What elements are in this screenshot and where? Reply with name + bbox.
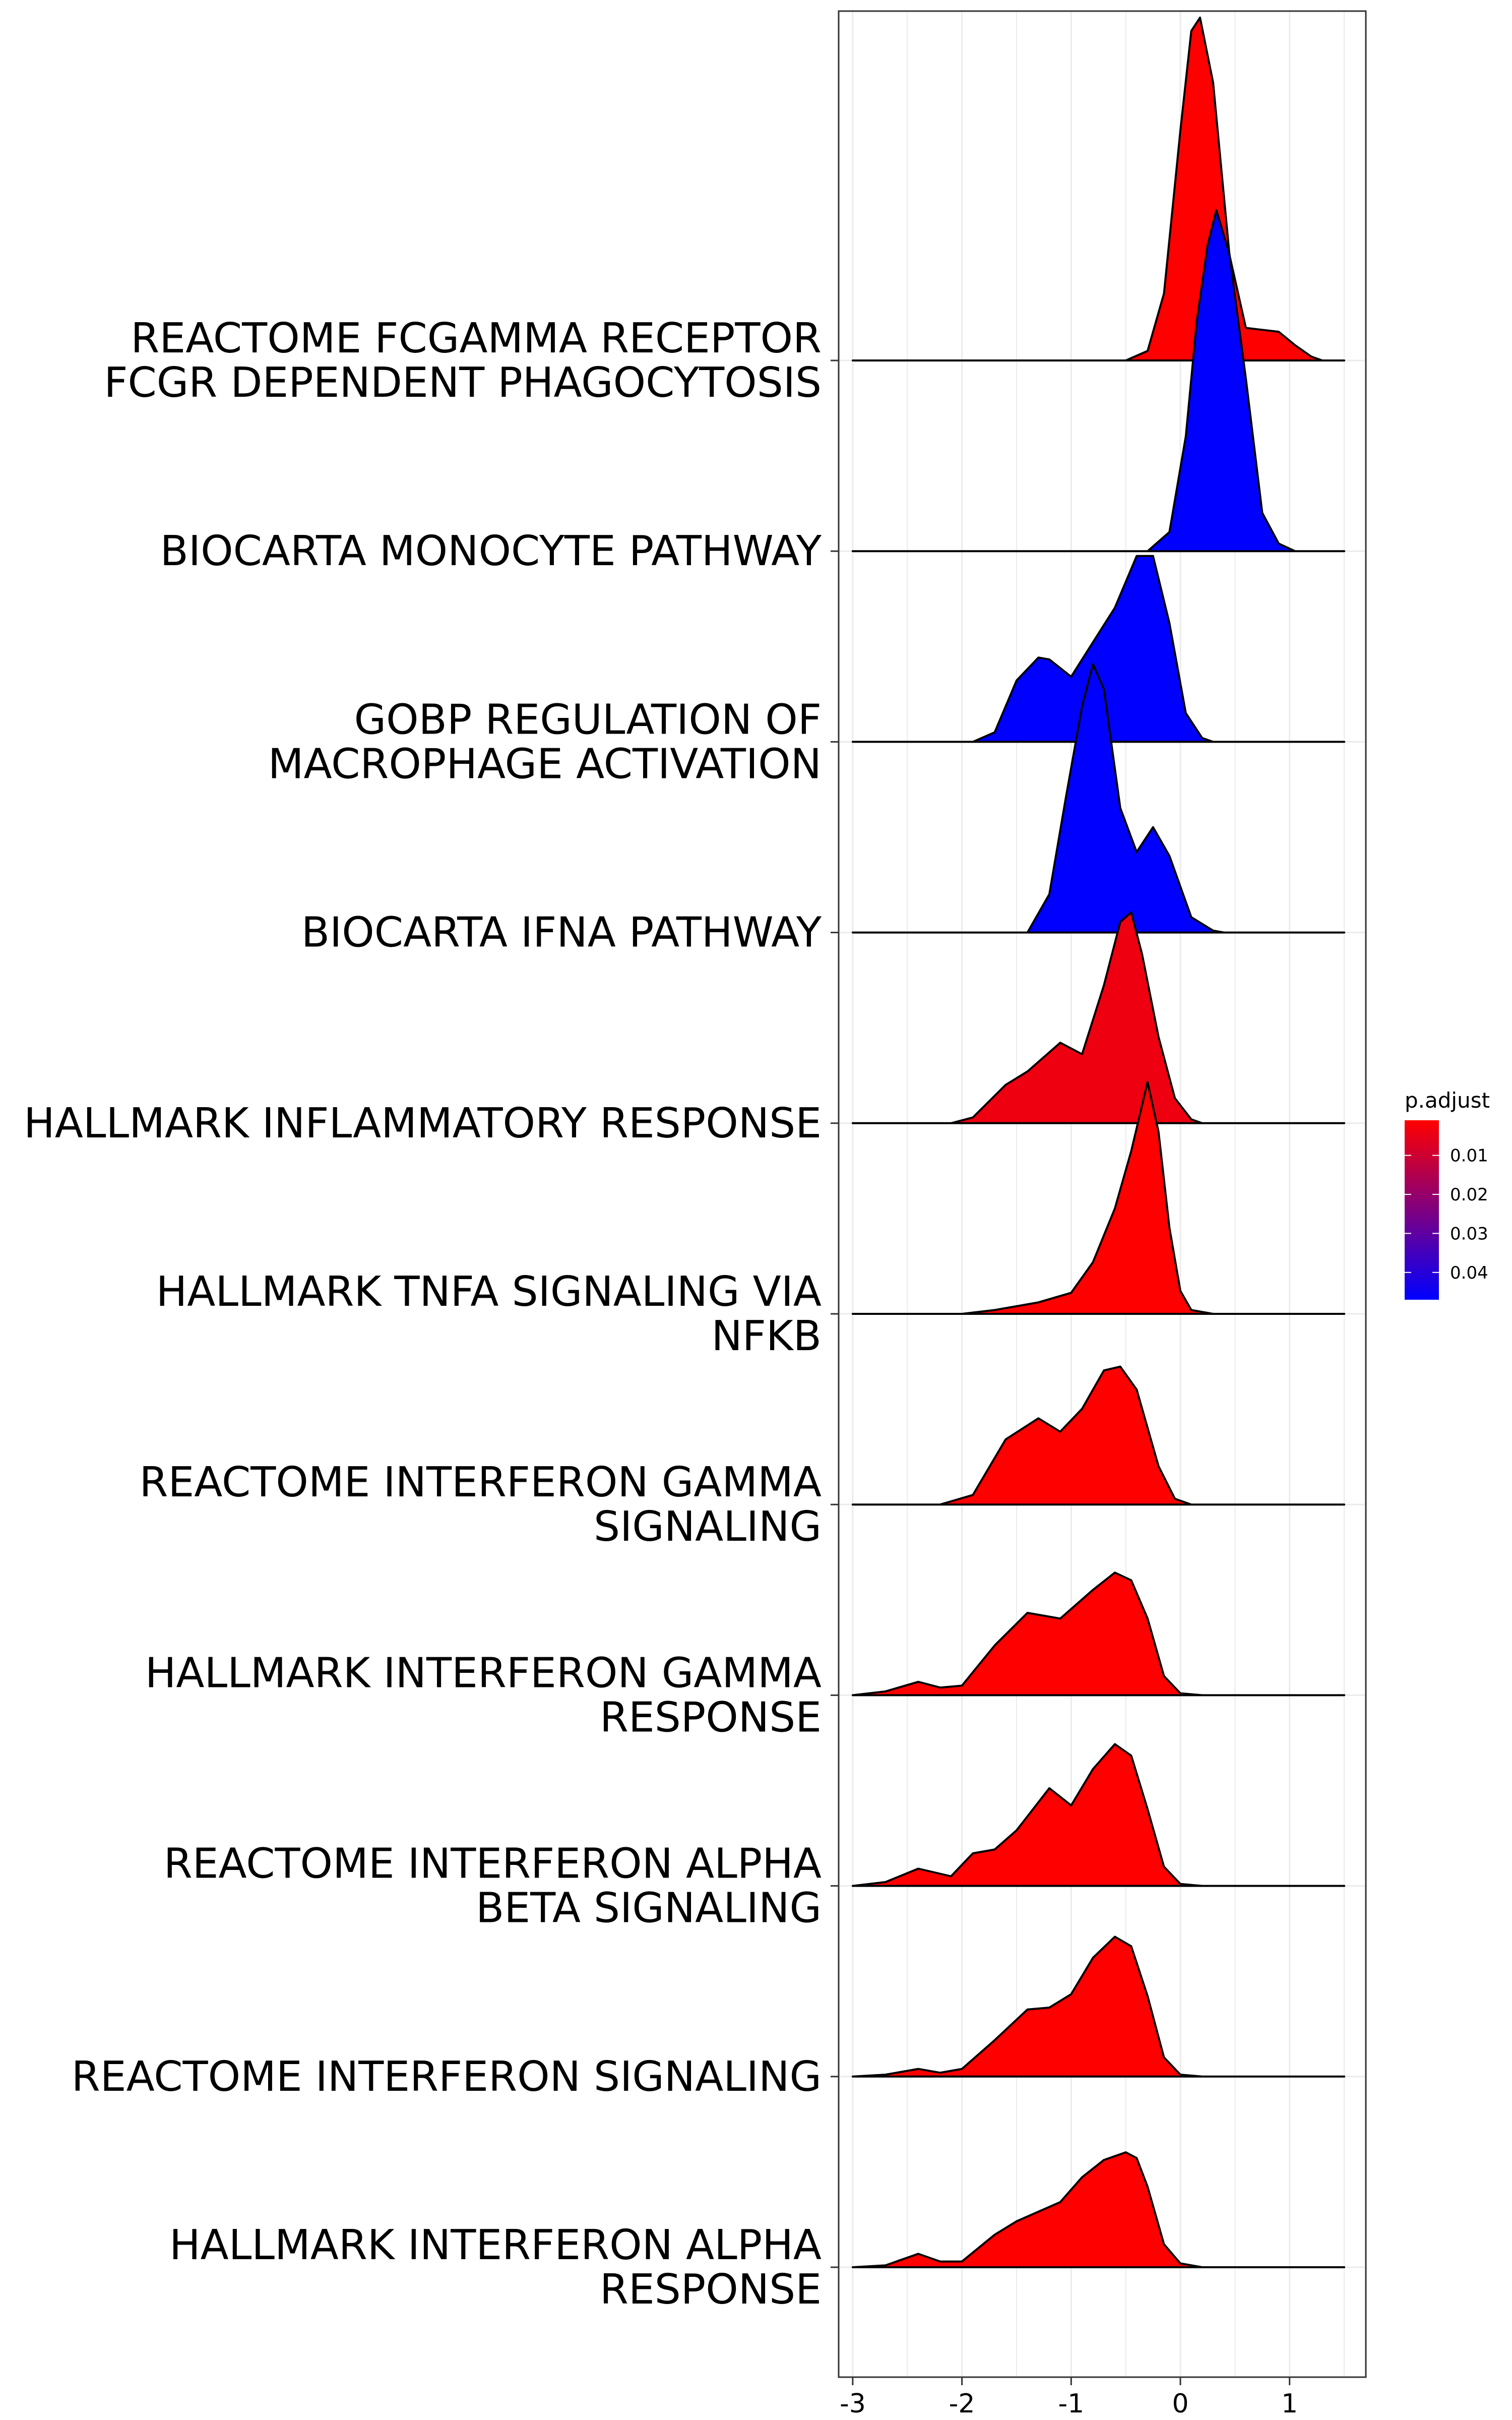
ridges xyxy=(851,16,1346,2268)
ridge-density xyxy=(851,1935,1346,2078)
y-axis-label: BIOCARTA IFNA PATHWAY xyxy=(301,909,822,957)
legend-tick-label: 0.04 xyxy=(1450,1263,1488,1283)
legend-tick-label: 0.02 xyxy=(1450,1185,1488,1205)
ridge-density xyxy=(851,1743,1346,1887)
y-axis-label: HALLMARK INTERFERON ALPHA RESPONSE xyxy=(169,2221,822,2314)
x-axis-tick-label: -3 xyxy=(840,2389,866,2419)
ridge-density xyxy=(851,1571,1346,1697)
x-axis-tick-label: -1 xyxy=(1058,2389,1084,2419)
legend-gradient xyxy=(1405,1120,1439,1300)
x-axis-tick-label: 1 xyxy=(1281,2389,1298,2419)
y-axis-label: HALLMARK TNFA SIGNALING VIA NFKB xyxy=(156,1268,822,1360)
legend-ticks: 0.01 0.02 0.03 0.04 xyxy=(1405,1146,1488,1283)
y-axis-label: HALLMARK INTERFERON GAMMA RESPONSE xyxy=(145,1649,822,1741)
y-axis-label: REACTOME INTERFERON ALPHA BETA SIGNALING xyxy=(164,1840,822,1932)
ridge-density xyxy=(851,663,1346,934)
y-axis-label: REACTOME INTERFERON SIGNALING xyxy=(72,2053,822,2101)
legend: p.adjust 0.01 0.02 0.03 0.04 xyxy=(1405,1088,1490,1300)
ridge-density xyxy=(851,209,1346,553)
x-axis-tick-label: 0 xyxy=(1172,2389,1188,2419)
ridge-density xyxy=(851,1365,1346,1506)
ridge-density xyxy=(851,1081,1346,1315)
y-axis-label: GOBP REGULATION OF MACROPHAGE ACTIVATION xyxy=(268,696,822,788)
x-axis: -3 -2 -1 0 1 xyxy=(840,2377,1298,2419)
legend-colorbar xyxy=(1405,1120,1439,1300)
x-axis-tick-label: -2 xyxy=(949,2389,975,2419)
y-axis-label: REACTOME INTERFERON GAMMA SIGNALING xyxy=(140,1459,822,1551)
ridge-density xyxy=(851,2151,1346,2268)
y-axis-label: HALLMARK INFLAMMATORY RESPONSE xyxy=(24,1100,822,1147)
ridge-density xyxy=(851,555,1346,743)
y-axis-ticks xyxy=(831,359,839,2268)
y-axis-labels: HALLMARK INTERFERON ALPHA RESPONSE REACTOM… xyxy=(24,315,822,2314)
ridge-density xyxy=(851,911,1346,1124)
legend-title: p.adjust xyxy=(1405,1088,1490,1113)
legend-tick-label: 0.01 xyxy=(1450,1146,1488,1166)
legend-tick-label: 0.03 xyxy=(1450,1224,1488,1244)
y-axis-label: BIOCARTA MONOCYTE PATHWAY xyxy=(160,527,822,575)
y-axis-label: REACTOME FCGAMMA RECEPTOR FCGR DEPENDENT … xyxy=(104,315,822,407)
